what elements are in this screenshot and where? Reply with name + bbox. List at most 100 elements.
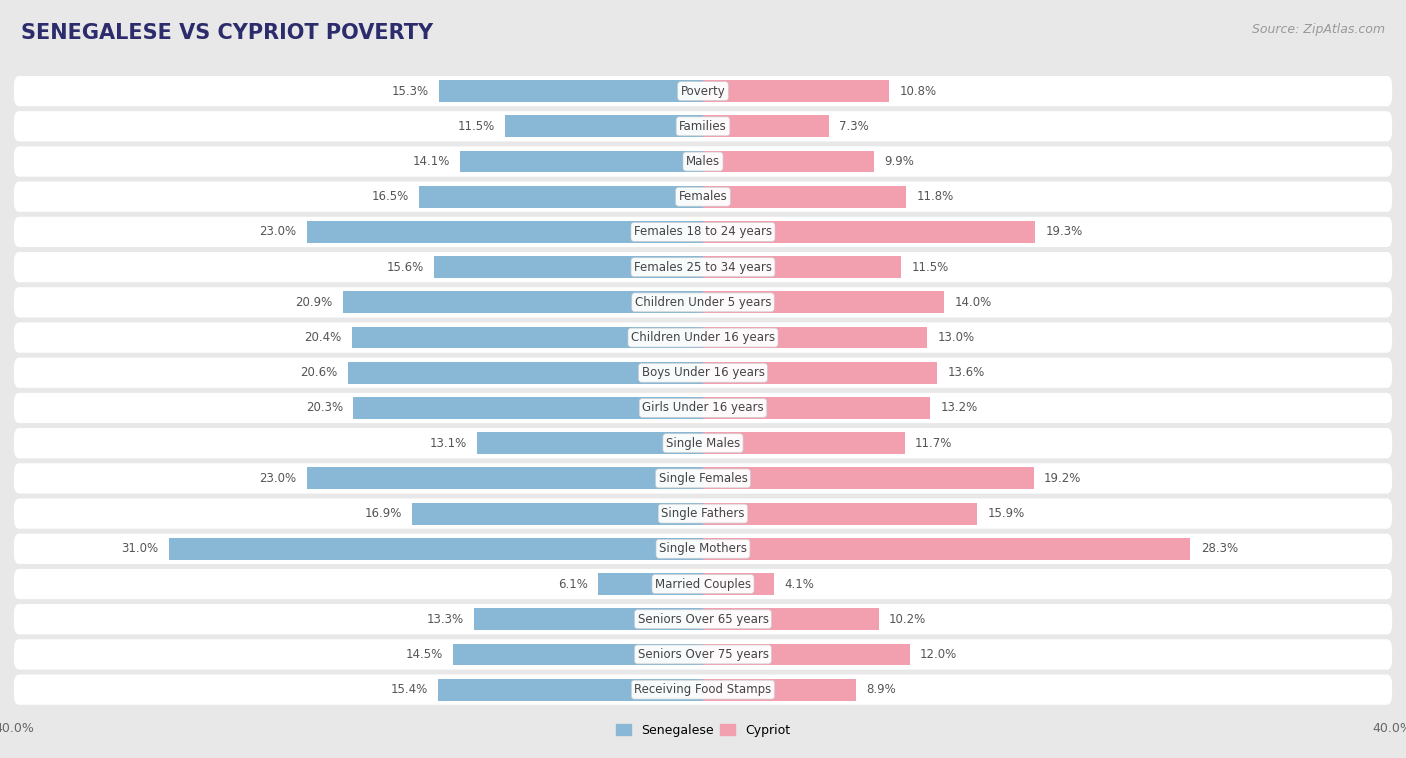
Text: 15.9%: 15.9% xyxy=(987,507,1025,520)
Bar xyxy=(434,256,703,278)
Text: 10.2%: 10.2% xyxy=(889,612,927,625)
FancyBboxPatch shape xyxy=(14,604,1392,634)
Text: 31.0%: 31.0% xyxy=(121,542,159,556)
Bar xyxy=(703,221,1035,243)
Text: SENEGALESE VS CYPRIOT POVERTY: SENEGALESE VS CYPRIOT POVERTY xyxy=(21,23,433,42)
FancyBboxPatch shape xyxy=(14,393,1392,423)
Text: 20.3%: 20.3% xyxy=(307,402,343,415)
Text: 10.8%: 10.8% xyxy=(900,85,936,98)
Text: Seniors Over 65 years: Seniors Over 65 years xyxy=(637,612,769,625)
Text: 6.1%: 6.1% xyxy=(558,578,588,590)
Text: Males: Males xyxy=(686,155,720,168)
Text: 15.3%: 15.3% xyxy=(392,85,429,98)
Text: Females 18 to 24 years: Females 18 to 24 years xyxy=(634,225,772,239)
FancyBboxPatch shape xyxy=(14,428,1392,459)
Bar xyxy=(703,644,910,666)
Text: 11.5%: 11.5% xyxy=(457,120,495,133)
Bar xyxy=(440,80,703,102)
Bar xyxy=(453,644,703,666)
Bar xyxy=(419,186,703,208)
Text: 9.9%: 9.9% xyxy=(884,155,914,168)
Bar xyxy=(703,538,1191,559)
Bar xyxy=(505,115,703,137)
Bar xyxy=(703,468,1033,490)
Text: Females: Females xyxy=(679,190,727,203)
FancyBboxPatch shape xyxy=(14,499,1392,529)
Text: Single Fathers: Single Fathers xyxy=(661,507,745,520)
Text: 14.0%: 14.0% xyxy=(955,296,991,309)
Bar xyxy=(307,221,703,243)
Text: 14.1%: 14.1% xyxy=(412,155,450,168)
Text: Married Couples: Married Couples xyxy=(655,578,751,590)
FancyBboxPatch shape xyxy=(14,322,1392,352)
FancyBboxPatch shape xyxy=(14,675,1392,705)
FancyBboxPatch shape xyxy=(14,534,1392,564)
FancyBboxPatch shape xyxy=(14,287,1392,318)
Text: 15.6%: 15.6% xyxy=(387,261,425,274)
Text: 15.4%: 15.4% xyxy=(391,683,427,696)
Legend: Senegalese, Cypriot: Senegalese, Cypriot xyxy=(612,719,794,742)
FancyBboxPatch shape xyxy=(14,182,1392,212)
Text: Single Females: Single Females xyxy=(658,472,748,485)
Text: 11.8%: 11.8% xyxy=(917,190,953,203)
Bar xyxy=(307,468,703,490)
FancyBboxPatch shape xyxy=(14,76,1392,106)
Text: 28.3%: 28.3% xyxy=(1201,542,1237,556)
Text: 4.1%: 4.1% xyxy=(785,578,814,590)
Bar xyxy=(349,362,703,384)
Text: Receiving Food Stamps: Receiving Food Stamps xyxy=(634,683,772,696)
Bar xyxy=(703,80,889,102)
Text: 12.0%: 12.0% xyxy=(920,648,957,661)
Text: 23.0%: 23.0% xyxy=(259,472,297,485)
Bar xyxy=(598,573,703,595)
FancyBboxPatch shape xyxy=(14,568,1392,599)
FancyBboxPatch shape xyxy=(14,639,1392,669)
Bar xyxy=(352,327,703,349)
Bar xyxy=(474,609,703,630)
Bar xyxy=(703,151,873,172)
Bar xyxy=(703,115,828,137)
Text: 11.5%: 11.5% xyxy=(911,261,949,274)
Bar xyxy=(460,151,703,172)
Text: Families: Families xyxy=(679,120,727,133)
Text: Single Mothers: Single Mothers xyxy=(659,542,747,556)
Bar xyxy=(703,362,938,384)
Bar xyxy=(703,432,904,454)
FancyBboxPatch shape xyxy=(14,146,1392,177)
FancyBboxPatch shape xyxy=(14,217,1392,247)
Text: 20.9%: 20.9% xyxy=(295,296,333,309)
Text: 19.2%: 19.2% xyxy=(1045,472,1081,485)
Bar xyxy=(703,327,927,349)
Text: 13.2%: 13.2% xyxy=(941,402,979,415)
Text: Boys Under 16 years: Boys Under 16 years xyxy=(641,366,765,379)
Bar xyxy=(703,503,977,525)
Text: 20.6%: 20.6% xyxy=(301,366,337,379)
Bar xyxy=(703,186,907,208)
FancyBboxPatch shape xyxy=(14,358,1392,388)
Text: Girls Under 16 years: Girls Under 16 years xyxy=(643,402,763,415)
Text: 13.0%: 13.0% xyxy=(938,331,974,344)
Text: 19.3%: 19.3% xyxy=(1046,225,1083,239)
Bar xyxy=(703,256,901,278)
Bar xyxy=(437,678,703,700)
Text: Poverty: Poverty xyxy=(681,85,725,98)
Bar xyxy=(703,291,945,313)
Bar xyxy=(703,397,931,419)
FancyBboxPatch shape xyxy=(14,111,1392,142)
Text: Females 25 to 34 years: Females 25 to 34 years xyxy=(634,261,772,274)
Bar xyxy=(353,397,703,419)
Bar xyxy=(412,503,703,525)
Text: 14.5%: 14.5% xyxy=(406,648,443,661)
Text: Single Males: Single Males xyxy=(666,437,740,449)
Text: 8.9%: 8.9% xyxy=(866,683,897,696)
Bar xyxy=(703,678,856,700)
Text: 13.3%: 13.3% xyxy=(426,612,464,625)
Text: 16.5%: 16.5% xyxy=(371,190,409,203)
FancyBboxPatch shape xyxy=(14,463,1392,493)
Text: Children Under 5 years: Children Under 5 years xyxy=(634,296,772,309)
Text: Source: ZipAtlas.com: Source: ZipAtlas.com xyxy=(1251,23,1385,36)
Text: 13.6%: 13.6% xyxy=(948,366,984,379)
Text: 13.1%: 13.1% xyxy=(430,437,467,449)
Bar xyxy=(169,538,703,559)
Text: Children Under 16 years: Children Under 16 years xyxy=(631,331,775,344)
